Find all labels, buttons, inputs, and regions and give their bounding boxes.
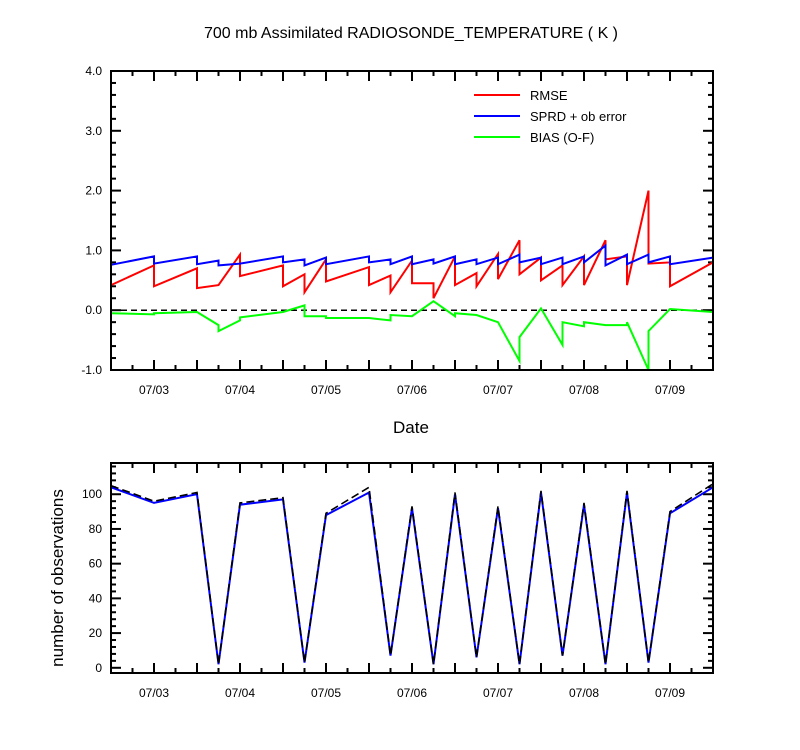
series-line-1 [110,190,714,299]
x-tick-label: 07/05 [311,686,341,700]
y-tick-label: 20 [89,626,103,640]
legend-entry: SPRD + ob error [530,109,627,124]
x-axis-title: Date [393,418,429,437]
x-tick-label: 07/09 [655,383,685,397]
x-tick-label: 07/07 [483,686,513,700]
chart-title: 700 mb Assimilated RADIOSONDE_TEMPERATUR… [204,25,618,42]
y-tick-label: 1.0 [85,243,102,257]
y-tick-label: 40 [89,591,103,605]
y-axis-title: number of observations [48,489,67,667]
x-tick-label: 07/06 [397,383,427,397]
top-chart: -1.0 0.0 1.0 2.0 3.0 4.0 07/03 07/04 07/05 07/06 0… [81,64,714,397]
x-tick-label: 07/03 [139,383,169,397]
series-line-3 [110,299,714,371]
y-tick-label: 60 [89,557,103,571]
y-tick-label: 80 [89,522,103,536]
bottom-chart: 0 20 40 60 80 100 07/03 07/04 07/05 07/06 07/07 07/… [82,462,714,700]
x-tick-label: 07/07 [483,383,513,397]
y-tick-label: -1.0 [81,363,102,377]
y-tick-label: 0 [95,661,102,675]
x-tick-label: 07/08 [569,686,599,700]
x-tick-label: 07/06 [397,686,427,700]
series-line-2 [110,483,714,665]
plot-frame [110,462,714,674]
y-tick-label: 3.0 [85,124,102,138]
y-tick-label: 4.0 [85,64,102,78]
y-tick-label: 2.0 [85,184,102,198]
x-tick-label: 07/04 [225,383,255,397]
series-line-1 [110,486,714,665]
x-tick-label: 07/08 [569,383,599,397]
legend-entry: BIAS (O-F) [530,130,594,145]
x-tick-label: 07/09 [655,686,685,700]
x-tick-label: 07/04 [225,686,255,700]
y-tick-label: 100 [82,487,102,501]
x-tick-label: 07/03 [139,686,169,700]
legend-entry: RMSE [530,88,568,103]
plot-frame [110,70,714,371]
series-line-2 [110,243,714,268]
y-tick-label: 0.0 [85,303,102,317]
x-tick-label: 07/05 [311,383,341,397]
